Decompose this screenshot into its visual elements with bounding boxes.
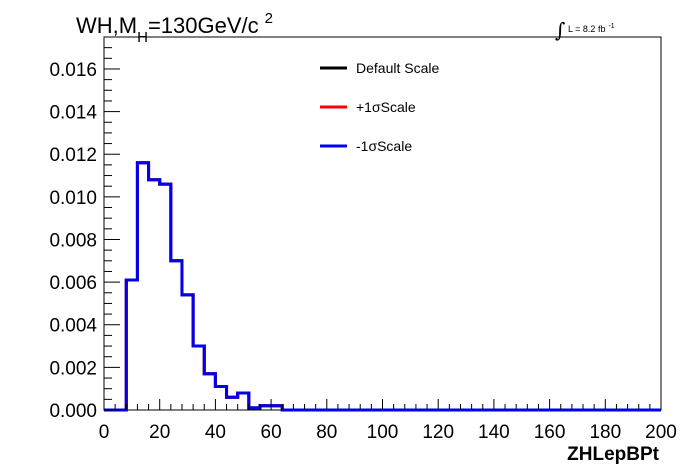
integral-symbol: ∫ <box>555 18 565 42</box>
x-tick-label: 140 <box>478 422 510 443</box>
y-tick-label: 0.006 <box>49 273 97 294</box>
y-tick-label: 0.016 <box>49 60 97 81</box>
x-tick-label: 100 <box>367 422 399 443</box>
y-tick-label: 0.002 <box>49 358 97 379</box>
y-tick-label: 0.012 <box>49 145 97 166</box>
x-tick-label: 0 <box>99 422 110 443</box>
y-tick-label: 0.014 <box>49 103 97 124</box>
title-superscript: 2 <box>265 10 273 27</box>
x-axis-label: ZHLepBPt <box>567 444 660 465</box>
title-main: WH,M <box>76 13 137 38</box>
series-line-1 <box>104 161 661 412</box>
series-line-2 <box>104 161 661 412</box>
chart-title: WH,MH=130GeV/c 2 <box>76 10 273 46</box>
y-tick-label: 0.008 <box>49 230 97 251</box>
luminosity-label: ∫ L = 8.2 fb -1 <box>555 18 615 42</box>
x-tick-label: 80 <box>316 422 337 443</box>
y-tick-label: 0.000 <box>49 401 97 422</box>
legend-label-1: Default Scale <box>356 60 439 76</box>
x-tick-label: 20 <box>149 422 170 443</box>
y-tick-label: 0.004 <box>49 316 97 337</box>
plot-frame <box>103 36 662 411</box>
x-tick-label: 180 <box>589 422 621 443</box>
x-tick-label: 120 <box>422 422 454 443</box>
y-tick-label: 0.010 <box>49 188 97 209</box>
x-tick-label: 40 <box>205 422 226 443</box>
x-tick-label: 60 <box>261 422 282 443</box>
series-line-3 <box>104 161 661 412</box>
title-value: =130GeV/c <box>148 13 259 38</box>
x-tick-label: 200 <box>645 422 677 443</box>
legend-label-2: +1σScale <box>356 99 416 115</box>
axes-group: 0 20 40 60 80 100 120 140 160 180 200 0.000 0.002 0.0… <box>49 36 677 443</box>
legend-label-3: -1σScale <box>356 138 412 154</box>
legend: Default Scale +1σScale -1σScale <box>320 60 439 154</box>
luminosity-text: L = 8.2 fb -1 <box>568 23 615 34</box>
x-tick-label: 160 <box>534 422 566 443</box>
series-group <box>104 161 661 412</box>
